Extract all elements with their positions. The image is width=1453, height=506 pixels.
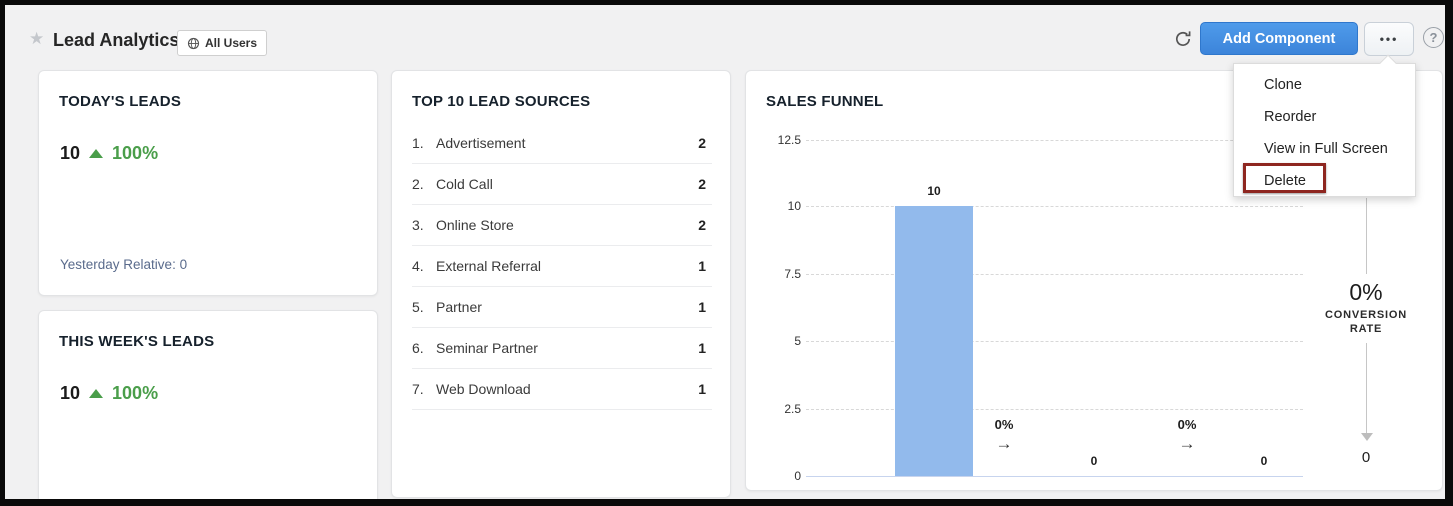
rank: 2. [412, 176, 424, 192]
menu-item-delete[interactable]: Delete [1264, 173, 1306, 189]
source-label: Advertisement [436, 135, 526, 151]
rank: 1. [412, 135, 424, 151]
source-label: External Referral [436, 258, 542, 274]
conversion-final-value: 0 [1361, 449, 1371, 466]
list-item[interactable]: 3. Online Store 2 [412, 205, 712, 246]
list-item[interactable]: 7. Web Download 1 [412, 369, 712, 410]
funnel-bar-stage1[interactable] [895, 206, 973, 476]
todays-leads-card: TODAY'S LEADS 10 100% Yesterday Relative… [38, 70, 378, 296]
card-title: THIS WEEK'S LEADS [59, 333, 215, 350]
favorite-star-icon[interactable]: ★ [29, 29, 45, 48]
y-tick: 5 [794, 334, 801, 348]
source-count: 1 [698, 299, 706, 315]
source-count: 2 [698, 176, 706, 192]
right-arrow-icon: → [995, 434, 1013, 453]
gridline [806, 341, 1303, 342]
rank: 6. [412, 340, 424, 356]
rank: 5. [412, 299, 424, 315]
menu-item-view-full-screen[interactable]: View in Full Screen [1264, 141, 1388, 157]
right-arrow-icon: → [1178, 434, 1196, 453]
rank: 7. [412, 381, 424, 397]
list-item[interactable]: 5. Partner 1 [412, 287, 712, 328]
refresh-icon[interactable] [1173, 29, 1193, 49]
source-count: 1 [698, 258, 706, 274]
transition-percent: 0% [994, 417, 1014, 432]
source-label: Cold Call [436, 176, 493, 192]
stage2-value-label: 0 [1090, 454, 1098, 468]
y-tick: 0 [794, 469, 801, 483]
header: ★ Lead Analytics All Users Add Component… [5, 5, 1445, 67]
kpi-value: 10 [60, 143, 81, 163]
card-title: SALES FUNNEL [766, 93, 884, 110]
menu-item-clone[interactable]: Clone [1264, 77, 1302, 93]
card-title: TODAY'S LEADS [59, 93, 182, 110]
kpi-change: 100% [112, 383, 159, 403]
menu-item-reorder[interactable]: Reorder [1264, 109, 1317, 125]
bar-value-label: 10 [927, 184, 941, 198]
add-component-button[interactable]: Add Component [1200, 22, 1358, 55]
kpi-row: 10 100% [60, 383, 158, 404]
list-item[interactable]: 4. External Referral 1 [412, 246, 712, 287]
list-item[interactable]: 1. Advertisement 2 [412, 123, 712, 164]
all-users-filter-button[interactable]: All Users [177, 30, 268, 56]
rank: 3. [412, 217, 424, 233]
conversion-rate-percent: 0% [1349, 279, 1383, 305]
source-count: 1 [698, 340, 706, 356]
gridline [806, 140, 1303, 141]
down-arrow-icon [1360, 433, 1373, 441]
y-tick: 7.5 [784, 267, 801, 281]
all-users-label: All Users [205, 36, 258, 50]
help-icon[interactable]: ? [1423, 27, 1444, 48]
kpi-value: 10 [60, 383, 81, 403]
page-title: Lead Analytics [53, 30, 180, 50]
conversion-line [1366, 343, 1367, 433]
top-lead-sources-card: TOP 10 LEAD SOURCES 1. Advertisement 2 2… [391, 70, 731, 498]
trend-up-icon [89, 389, 104, 398]
x-axis-line [806, 476, 1303, 477]
dashboard: ★ Lead Analytics All Users Add Component… [5, 5, 1445, 499]
more-options-menu: Clone Reorder View in Full Screen Delete [1233, 54, 1416, 197]
kpi-footer: Yesterday Relative: 0 [60, 257, 188, 272]
source-count: 2 [698, 135, 706, 151]
globe-icon [187, 37, 200, 49]
source-label: Online Store [436, 217, 514, 233]
card-title: TOP 10 LEAD SOURCES [412, 93, 591, 110]
trend-up-icon [89, 149, 104, 158]
y-tick: 10 [787, 199, 801, 213]
y-tick: 12.5 [777, 133, 801, 147]
lead-sources-list: 1. Advertisement 2 2. Cold Call 2 3. Onl… [412, 123, 712, 410]
source-label: Seminar Partner [436, 340, 538, 356]
stage3-value-label: 0 [1260, 454, 1268, 468]
kpi-row: 10 100% [60, 143, 158, 164]
conversion-caption: CONVERSION [1325, 309, 1407, 321]
source-label: Partner [436, 299, 482, 315]
source-label: Web Download [436, 381, 531, 397]
conversion-line [1366, 198, 1367, 274]
gridline [806, 274, 1303, 275]
y-tick: 2.5 [784, 402, 801, 416]
more-options-button[interactable]: ••• [1364, 22, 1414, 56]
conversion-caption: RATE [1349, 323, 1383, 335]
list-item[interactable]: 2. Cold Call 2 [412, 164, 712, 205]
list-item[interactable]: 6. Seminar Partner 1 [412, 328, 712, 369]
gridline [806, 409, 1303, 410]
transition-percent: 0% [1177, 417, 1197, 432]
rank: 4. [412, 258, 424, 274]
kpi-change: 100% [112, 143, 159, 163]
source-count: 2 [698, 217, 706, 233]
this-weeks-leads-card: THIS WEEK'S LEADS 10 100% [38, 310, 378, 499]
gridline [806, 206, 1303, 207]
source-count: 1 [698, 381, 706, 397]
